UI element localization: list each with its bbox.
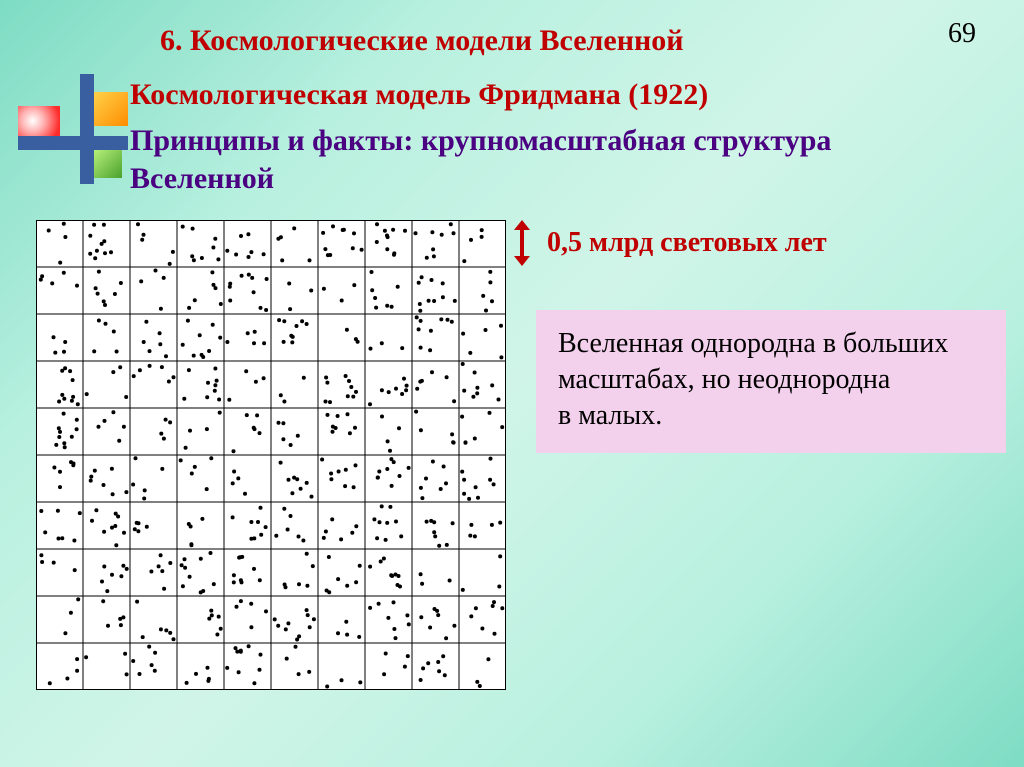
deco-square-green: [94, 150, 122, 178]
deco-horizontal-bar: [18, 136, 128, 150]
deco-square-orange: [94, 92, 128, 126]
scale-arrow-icon: [515, 220, 529, 266]
main-title: 6. Космологические модели Вселенной: [160, 24, 880, 58]
info-box: Вселенная однородна в больших масштабах,…: [536, 310, 1006, 453]
universe-grid-diagram: [36, 220, 506, 690]
deco-vertical-bar: [80, 74, 94, 184]
subtitle-friedmann: Космологическая модель Фридмана (1922): [130, 78, 930, 112]
principles-heading: Принципы и факты: крупномасштабная струк…: [130, 122, 930, 199]
decorative-logo: [18, 74, 128, 184]
scale-indicator: 0,5 млрд световых лет: [515, 220, 827, 266]
grid-svg: [36, 220, 506, 690]
page-number: 69: [948, 18, 976, 50]
scale-label: 0,5 млрд световых лет: [547, 227, 827, 259]
